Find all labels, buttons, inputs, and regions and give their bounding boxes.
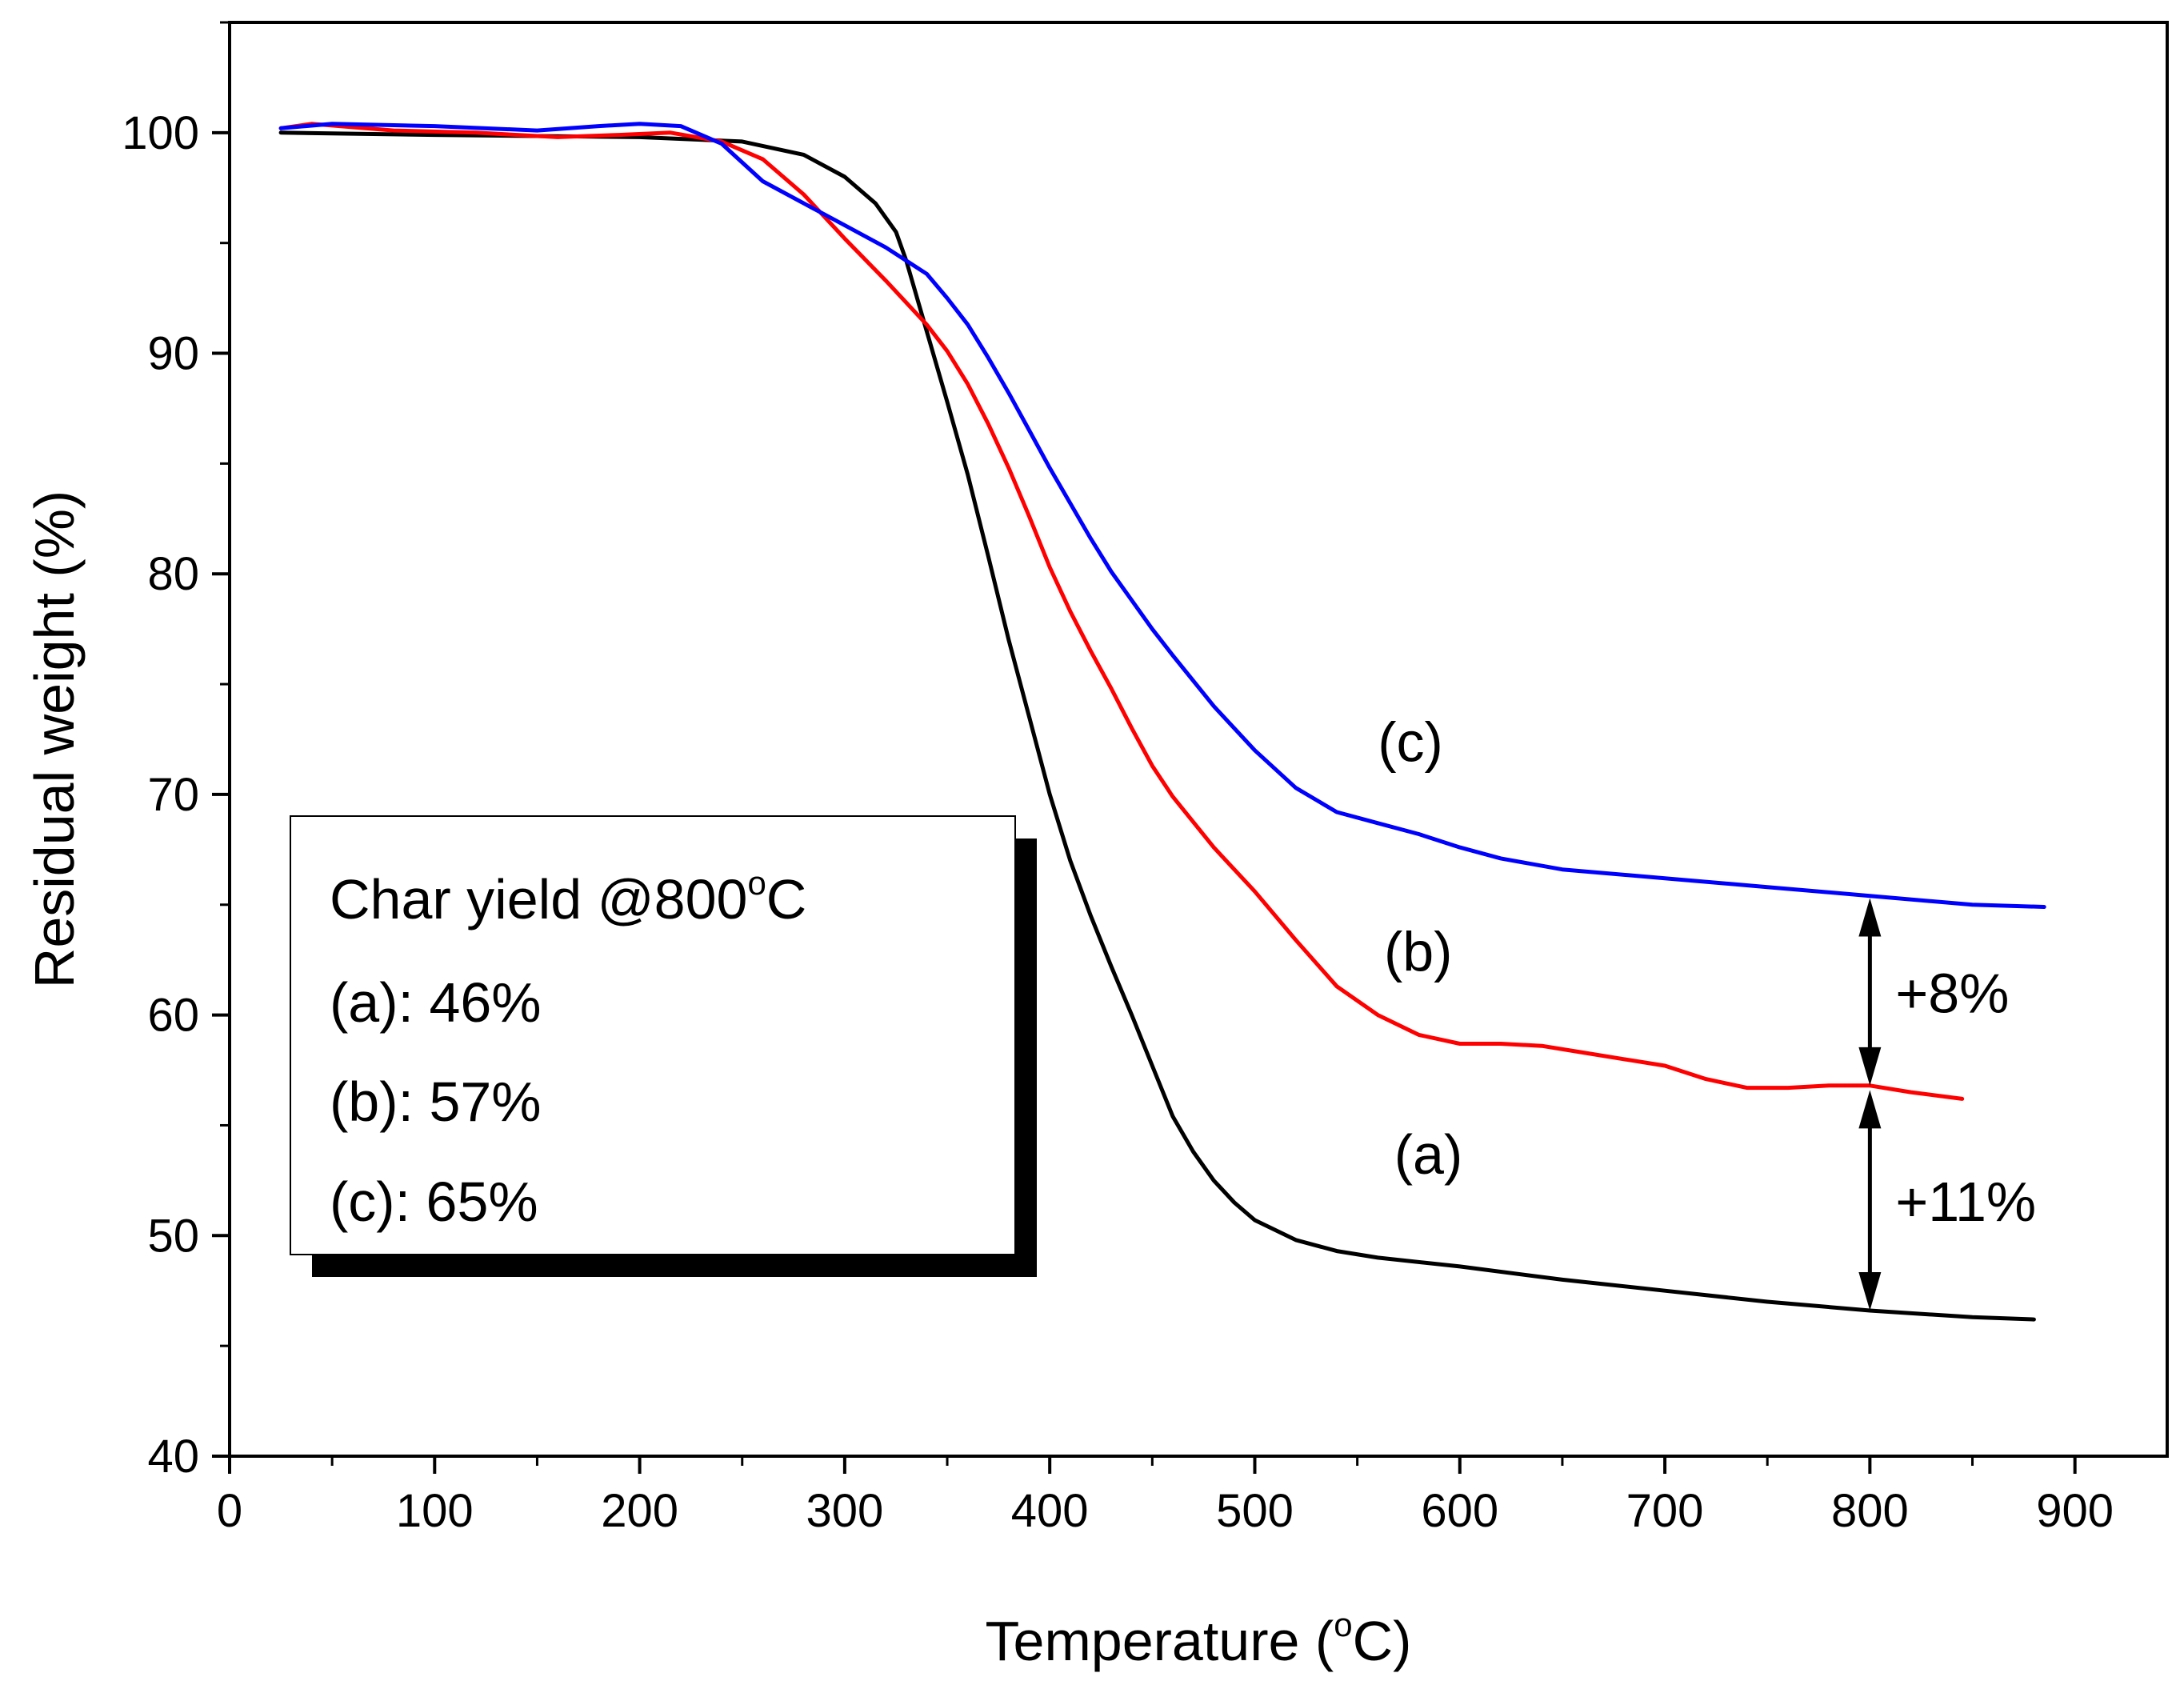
arrow-head-up — [1858, 1090, 1882, 1129]
difference-arrows: +8% +11% — [1858, 898, 2036, 1311]
curve-labels: (a) (b) (c) — [1378, 711, 1462, 1187]
curve-label-a: (a) — [1394, 1123, 1463, 1186]
x-tick-label: 600 — [1421, 1485, 1498, 1537]
series-line-b — [278, 122, 1965, 1101]
x-axis-title: Temperature (oC) — [986, 1606, 1412, 1672]
delta-label: +11% — [1895, 1171, 2036, 1233]
curve-label-b: (b) — [1384, 920, 1453, 983]
x-tick-label: 800 — [1831, 1485, 1909, 1537]
y-axis-title: Residual weight (%) — [23, 490, 86, 988]
plot-frame — [228, 21, 2169, 1458]
x-tick-label: 700 — [1626, 1485, 1704, 1537]
y-tick-label: 80 — [147, 548, 199, 600]
x-tick-label: 900 — [2036, 1485, 2114, 1537]
legend: Char yield @800oC (a): 46% (b): 57% (c):… — [290, 815, 1037, 1277]
series-group — [278, 122, 2046, 1322]
x-tick-label: 400 — [1011, 1485, 1089, 1537]
x-tick-label: 200 — [601, 1485, 678, 1537]
arrow-head-down — [1858, 1047, 1882, 1086]
delta-label: +8% — [1895, 963, 2009, 1025]
series-line-a — [278, 130, 2036, 1322]
curve-label-c: (c) — [1378, 711, 1443, 774]
legend-entry-c: (c): 65% — [330, 1171, 538, 1233]
series-line-c — [278, 122, 2046, 909]
y-tick-label: 40 — [147, 1431, 199, 1483]
x-tick-label: 500 — [1216, 1485, 1294, 1537]
y-tick-label: 70 — [147, 769, 199, 821]
y-tick-label: 90 — [147, 328, 199, 380]
x-tick-label: 300 — [806, 1485, 883, 1537]
axis-ticks: 0 100 200 300 400 500 600 700 800 900 40 50 60 70 80 90… — [122, 21, 2114, 1537]
arrow-head-up — [1858, 898, 1882, 937]
legend-title: Char yield @800oC — [330, 864, 806, 931]
y-tick-label: 60 — [147, 990, 199, 1042]
y-tick-label: 50 — [147, 1210, 199, 1262]
x-tick-label: 0 — [217, 1485, 242, 1537]
legend-box — [290, 815, 1016, 1255]
legend-entry-b: (b): 57% — [330, 1071, 542, 1133]
y-tick-label: 100 — [122, 107, 199, 159]
x-tick-label: 100 — [396, 1485, 474, 1537]
arrow-head-down — [1858, 1272, 1882, 1311]
legend-entry-a: (a): 46% — [330, 971, 542, 1034]
